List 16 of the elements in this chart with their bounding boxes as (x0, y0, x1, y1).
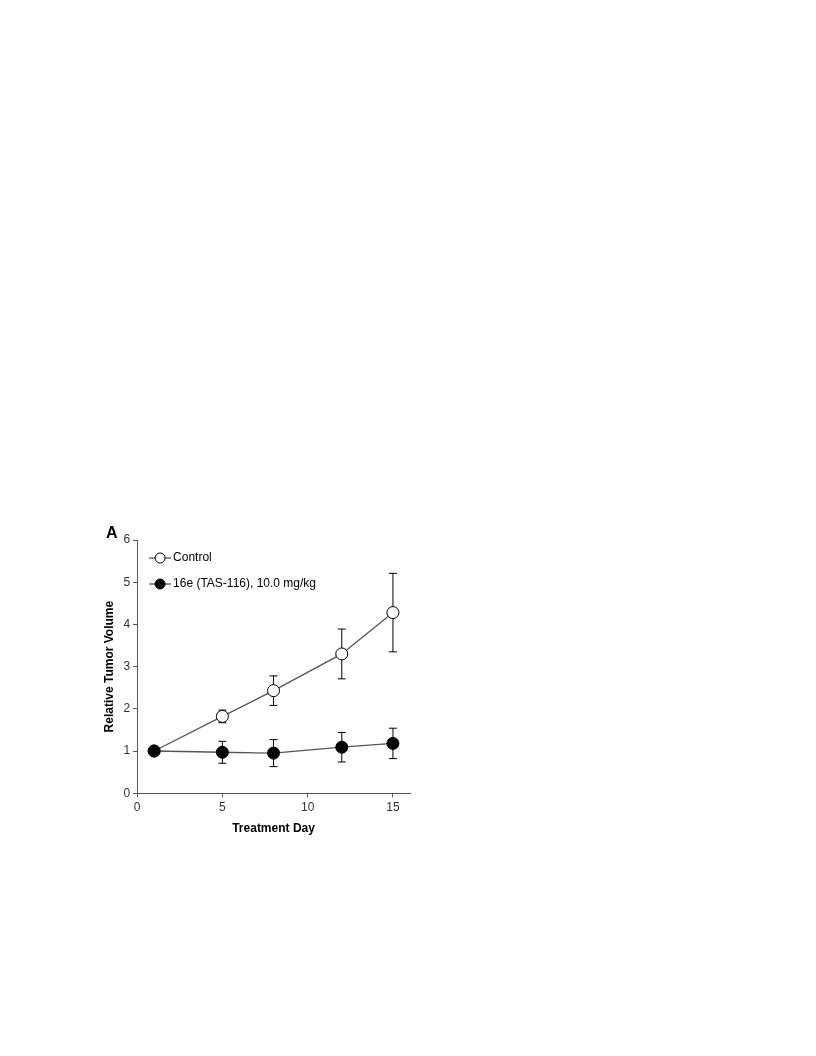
x-tick-label: 15 (386, 799, 400, 814)
y-tick-label: 2 (123, 701, 131, 716)
text: A (106, 524, 118, 542)
y-tick-label: 0 (123, 785, 131, 800)
x-tick-label: 5 (219, 799, 227, 814)
legend-label: Control (173, 550, 212, 565)
y-tick-label: 1 (123, 743, 131, 758)
x-tick-label: 10 (300, 799, 315, 814)
y-tick-label: 4 (123, 616, 131, 631)
y-axis-title: Relative Tumor Volume (101, 600, 116, 733)
y-tick-label: 5 (123, 574, 131, 589)
x-axis-title: Treatment Day (232, 821, 316, 836)
y-tick-label: 6 (123, 532, 131, 547)
x-tick-label: 0 (133, 799, 141, 814)
legend-label: 16e (TAS-116), 10.0 mg/kg (173, 576, 317, 591)
y-tick-label: 3 (123, 658, 131, 673)
